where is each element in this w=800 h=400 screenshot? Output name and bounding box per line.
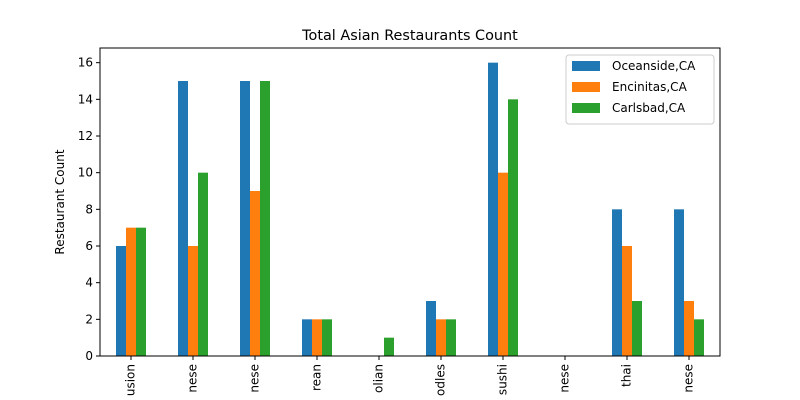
legend-swatch-2 (572, 103, 600, 113)
y-tick-label: 4 (85, 276, 93, 290)
bar-series-1-cat-9 (684, 301, 694, 356)
y-axis-label: Restaurant Count (53, 149, 67, 254)
bar-series-2-cat-1 (198, 172, 208, 356)
bar-series-1-cat-1 (188, 246, 198, 356)
legend: Oceanside,CA Encinitas,CA Carlsbad,CA (565, 54, 715, 125)
x-tick-label: usion (124, 364, 138, 396)
y-tick-label: 8 (85, 202, 93, 216)
bar-series-0-cat-6 (488, 62, 498, 357)
bars-layer (116, 62, 704, 357)
x-tick-label: sushi (496, 364, 510, 395)
bar-series-2-cat-6 (508, 99, 518, 356)
chart-title: Total Asian Restaurants Count (301, 28, 518, 44)
legend-swatch-1 (572, 82, 600, 92)
y-tick-label: 16 (78, 56, 93, 70)
y-axis: 0 2 4 6 8 10 12 14 16 (78, 56, 100, 363)
axes-layer (99, 47, 721, 357)
bar-series-1-cat-6 (498, 172, 508, 356)
bar-series-2-cat-2 (260, 81, 270, 356)
legend-frame (565, 54, 715, 125)
bar-series-0-cat-1 (178, 81, 188, 356)
bar-series-2-cat-8 (632, 301, 642, 356)
x-tick-label: nese (248, 364, 262, 393)
x-tick-label: nese (682, 364, 696, 393)
x-tick-label: odles (434, 364, 448, 396)
bar-series-1-cat-0 (126, 227, 136, 356)
bar-series-1-cat-8 (622, 246, 632, 356)
x-axis: usion nese nese rean olian odles sushi nese thai… (124, 356, 696, 396)
y-tick-label: 0 (85, 349, 93, 363)
bar-series-2-cat-3 (322, 319, 332, 356)
bar-series-2-cat-0 (136, 227, 146, 356)
bar-series-0-cat-9 (674, 209, 684, 356)
legend-label-1: Encinitas,CA (612, 80, 688, 94)
legend-label-0: Oceanside,CA (612, 59, 696, 73)
plot-frame (99, 47, 721, 357)
legend-swatch-0 (572, 61, 600, 71)
x-tick-label: nese (186, 364, 200, 393)
bar-series-0-cat-3 (302, 319, 312, 356)
x-tick-label: olian (372, 364, 386, 393)
bar-series-1-cat-2 (250, 191, 260, 356)
bar-series-1-cat-5 (436, 319, 446, 356)
x-tick-label: nese (558, 364, 572, 393)
x-tick-label: rean (310, 364, 324, 391)
legend-label-2: Carlsbad,CA (612, 101, 686, 115)
y-tick-label: 10 (78, 166, 93, 180)
y-tick-label: 2 (85, 312, 93, 326)
bar-series-2-cat-4 (384, 337, 394, 356)
bar-series-2-cat-9 (694, 319, 704, 356)
x-tick-label: thai (620, 364, 634, 387)
bar-series-1-cat-3 (312, 319, 322, 356)
y-tick-label: 14 (78, 92, 93, 106)
bar-series-0-cat-5 (426, 301, 436, 356)
bar-series-0-cat-2 (240, 81, 250, 356)
y-tick-label: 12 (78, 129, 93, 143)
bar-series-0-cat-0 (116, 246, 126, 356)
y-tick-label: 6 (85, 239, 93, 253)
bar-series-0-cat-8 (612, 209, 622, 356)
bar-series-2-cat-5 (446, 319, 456, 356)
